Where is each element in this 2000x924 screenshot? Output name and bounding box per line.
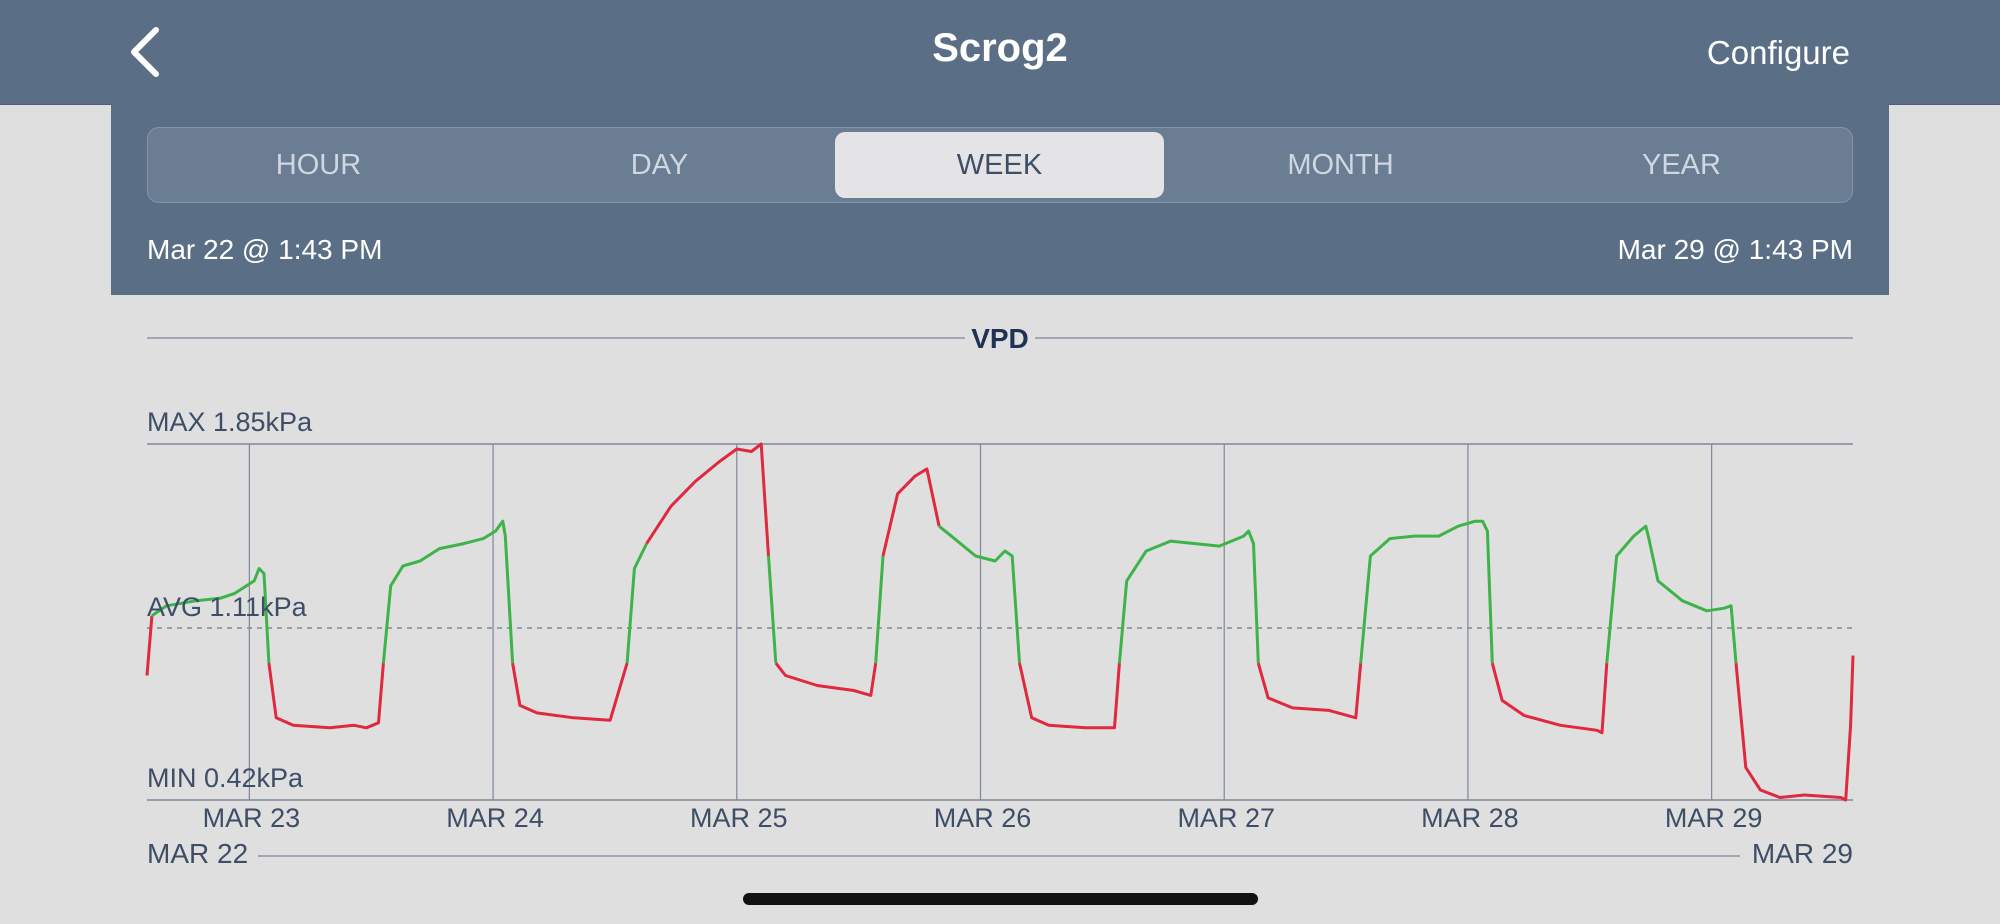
range-end-date: Mar 29 @ 1:43 PM [1617,234,1853,265]
x-tick-label: MAR 23 [203,803,301,833]
vpd-series [145,442,1855,802]
x-tick-label: MAR 28 [1421,803,1519,833]
range-start-date: Mar 22 @ 1:43 PM [147,234,383,265]
top-bar: Scrog2 Configure [0,0,2000,105]
series-segment-out-of-range [1256,662,1363,720]
x-tick-labels: MAR 23 MAR 24 MAR 25 MAR 26 MAR 27 MAR 28 MAR … [203,803,1763,833]
series-segment-out-of-range [1734,655,1855,802]
range-panel: HOUR DAY WEEK MONTH YEAR Mar 22 @ 1:43 P… [111,104,1889,295]
series-segment-in-range [938,525,1021,664]
x-tick-label: MAR 29 [1665,803,1763,833]
tab-day[interactable]: DAY [630,149,689,181]
series-segment-in-range [625,542,648,664]
series-segment-in-range [151,567,271,664]
range-start-label: MAR 22 [147,838,248,869]
series-segment-out-of-range [881,467,941,557]
series-segment-out-of-range [645,442,770,557]
avg-label: AVG 1.11kPa [147,592,308,622]
configure-button[interactable]: Configure [1706,34,1850,71]
max-label: MAX 1.85kPa [147,407,313,437]
x-tick-label: MAR 25 [690,803,788,833]
series-segment-out-of-range [267,662,385,730]
page-title: Scrog2 [932,26,1068,70]
min-label: MIN 0.42kPa [147,763,304,793]
series-segment-out-of-range [774,662,878,697]
series-segment-in-range [381,519,515,664]
tab-month[interactable]: MONTH [1287,149,1394,181]
tab-week[interactable]: WEEK [835,132,1164,198]
series-segment-in-range [767,555,778,664]
chart-title: VPD [971,323,1029,354]
x-tick-label: MAR 24 [446,803,544,833]
x-tick-label: MAR 27 [1177,803,1275,833]
vpd-chart: VPD MAX 1.85kPa AVG 1.11kPa MIN 0.42kPa … [145,323,1855,869]
x-tick-label: MAR 26 [934,803,1032,833]
series-segment-in-range [1117,529,1260,664]
tab-year[interactable]: YEAR [1642,149,1721,181]
chart-grid [147,443,1853,801]
series-segment-in-range [1605,524,1738,664]
time-range-selector: HOUR DAY WEEK MONTH YEAR [147,127,1853,203]
range-end-label: MAR 29 [1752,838,1853,869]
back-chevron-icon[interactable] [120,22,176,82]
series-segment-out-of-range [145,615,154,676]
tab-hour[interactable]: HOUR [275,149,362,181]
series-segment-in-range [874,555,885,664]
series-segment-in-range [1359,519,1494,664]
home-indicator [743,893,1258,905]
series-segment-out-of-range [511,662,629,722]
series-segment-out-of-range [1018,662,1121,730]
series-segment-out-of-range [1490,662,1609,735]
